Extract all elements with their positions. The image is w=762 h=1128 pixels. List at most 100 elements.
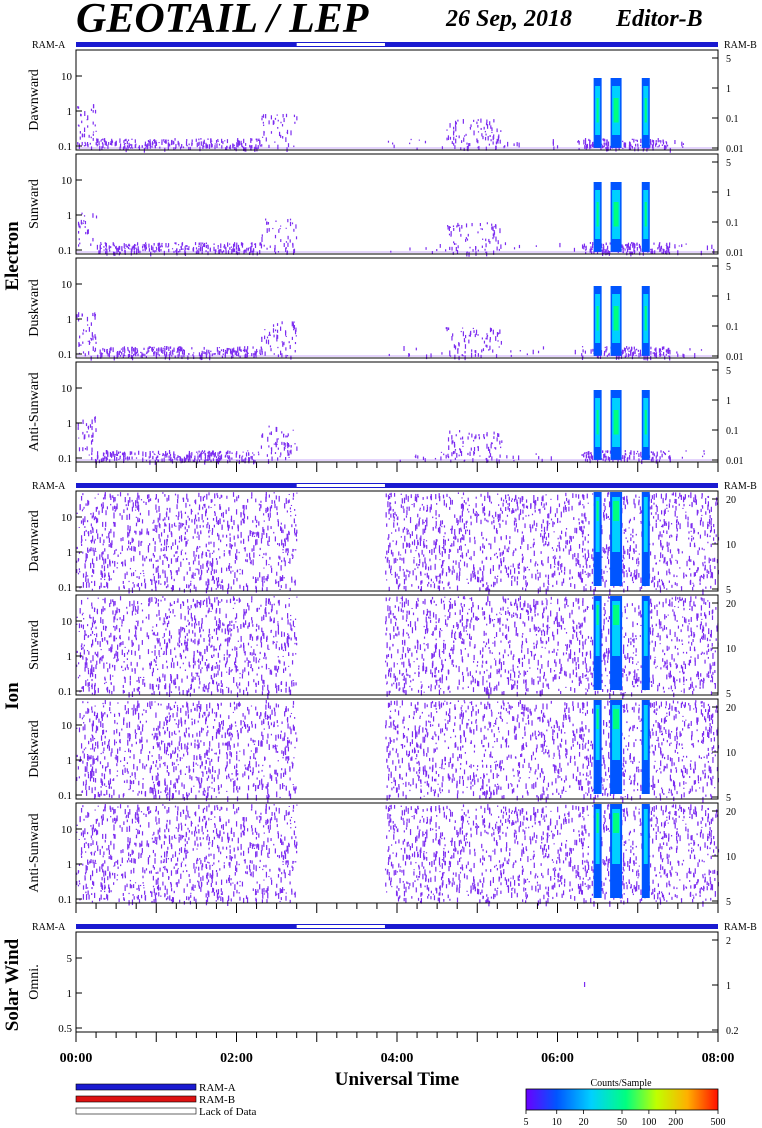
spectrogram-cell — [547, 586, 549, 591]
spectrogram-cell — [539, 572, 541, 578]
spectrogram-cell — [193, 550, 195, 557]
spectrogram-cell — [459, 546, 461, 550]
spectrogram-cell — [710, 520, 712, 526]
spectrogram-cell — [587, 502, 589, 504]
spectrogram-cell — [78, 437, 80, 439]
spectrogram-cell — [294, 350, 296, 353]
spectrogram-cell — [122, 537, 124, 541]
spectrogram-cell — [85, 553, 87, 558]
spectrogram-cell — [206, 560, 208, 563]
spectrogram-cell — [461, 518, 464, 523]
spectrogram-cell — [270, 565, 272, 568]
spectrogram-cell — [521, 553, 524, 556]
spectrogram-cell — [166, 538, 168, 545]
spectrogram-cell — [123, 140, 125, 143]
spectrogram-cell — [553, 522, 555, 525]
spectrogram-cell — [228, 507, 230, 512]
spectrogram-cell — [608, 492, 610, 495]
spectrogram-cell — [124, 348, 126, 353]
spectrogram-cell — [227, 242, 229, 247]
spectrogram-cell — [497, 136, 500, 141]
spectrogram-cell — [150, 245, 153, 251]
spectrogram-cell — [471, 222, 473, 227]
spectrogram-cell — [154, 140, 156, 144]
spectrogram-cell — [94, 350, 96, 353]
spectrogram-cell — [131, 506, 134, 512]
spectrogram-cell — [269, 345, 272, 348]
spectrogram-cell — [709, 514, 711, 519]
spectrogram-cell — [193, 352, 195, 354]
spectrogram-cell — [454, 145, 456, 150]
spectrogram-cell — [213, 541, 215, 548]
spectrogram-cell — [237, 244, 240, 249]
spectrogram-cell — [506, 455, 508, 459]
spectrogram-cell — [155, 246, 157, 249]
spectrogram-cell — [130, 250, 132, 256]
spectrogram-cell — [453, 569, 455, 573]
spectrogram-cell — [136, 576, 138, 578]
spectrogram-cell — [662, 554, 664, 558]
spectrogram-cell — [234, 542, 236, 547]
spectrogram-cell — [174, 242, 176, 244]
spectrogram-cell — [668, 251, 671, 255]
spectrogram-cell — [275, 643, 277, 649]
spectrogram-cell — [159, 146, 161, 149]
spectrogram-cell — [508, 508, 511, 512]
panel-frame — [75, 257, 719, 359]
spectrogram-cell — [585, 638, 587, 641]
spectrogram-cell — [168, 615, 170, 618]
spectrogram-cell — [179, 346, 181, 351]
spectrogram-cell — [246, 559, 248, 563]
spectrogram-cell — [705, 511, 707, 515]
spectrogram-cell — [578, 574, 580, 578]
spectrogram-cell — [449, 136, 452, 140]
spectrogram-cell — [545, 541, 547, 546]
spectrogram-cell — [213, 246, 215, 251]
spectrogram-cell — [114, 522, 116, 527]
spectrogram-cell — [216, 521, 218, 525]
spectrogram-cell — [84, 447, 87, 450]
spectrogram-cell — [556, 628, 559, 635]
spectrogram-cell — [237, 348, 239, 351]
spectrogram-cell — [515, 634, 517, 636]
spectrogram-cell — [242, 518, 245, 524]
spectrogram-cell — [420, 586, 423, 592]
spectrogram-cell — [490, 139, 492, 142]
spectrogram-cell — [433, 583, 436, 589]
spectrogram-cell — [483, 126, 485, 130]
spectrogram-cell — [603, 514, 605, 521]
spectrogram-cell — [435, 539, 437, 545]
spectrogram-cell — [205, 510, 207, 517]
spectrogram-cell — [448, 233, 451, 236]
spectrogram-cell — [185, 141, 188, 146]
spectrogram-cell — [208, 505, 210, 509]
burst-core — [644, 202, 647, 227]
spectrogram-cell — [127, 493, 129, 496]
spectrogram-cell — [131, 147, 134, 149]
spectrogram-cell — [221, 251, 223, 254]
spectrogram-cell — [136, 349, 139, 353]
y-tick-label-left: 1 — [67, 314, 73, 326]
spectrogram-cell — [247, 691, 249, 696]
spectrogram-cell — [649, 551, 652, 556]
spectrogram-cell — [633, 451, 635, 456]
spectrogram-cell — [465, 223, 468, 228]
spectrogram-cell — [517, 665, 519, 668]
spectrogram-cell — [523, 575, 525, 580]
spectrogram-cell — [505, 506, 507, 511]
spectrogram-cell — [280, 239, 282, 243]
spectrogram-cell — [715, 534, 717, 537]
spectrogram-cell — [592, 146, 594, 148]
spectrogram-cell — [208, 144, 211, 149]
spectrogram-cell — [410, 494, 412, 499]
spectrogram-cell — [402, 542, 404, 549]
spectrogram-cell — [430, 504, 432, 510]
spectrogram-cell — [131, 351, 133, 354]
spectrogram-cell — [609, 242, 611, 245]
spectrogram-cell — [158, 676, 161, 683]
spectrogram-cell — [630, 656, 632, 659]
spectrogram-cell — [585, 245, 587, 251]
spectrogram-cell — [579, 500, 581, 506]
spectrogram-cell — [236, 142, 238, 148]
